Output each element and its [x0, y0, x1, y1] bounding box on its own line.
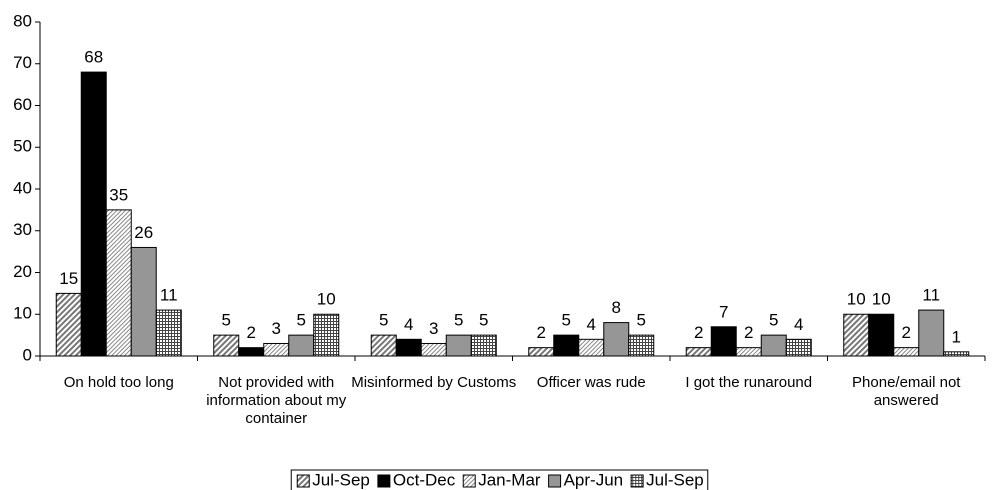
bar [105, 209, 132, 357]
data-label: 5 [379, 311, 388, 330]
legend-swatch [377, 474, 391, 488]
y-tick-label: 20 [13, 262, 32, 281]
bar [55, 292, 82, 357]
bar [445, 334, 472, 357]
bar [263, 342, 290, 357]
legend-label: Jan-Mar [478, 470, 541, 489]
data-label: 10 [872, 290, 891, 309]
data-label: 2 [902, 323, 911, 342]
data-label: 10 [317, 290, 336, 309]
data-label: 4 [794, 315, 803, 334]
label-line: answered [874, 392, 939, 409]
x-tick-label: Not provided with information about my con… [206, 374, 347, 427]
bar [843, 313, 870, 357]
label-line: On hold too long [64, 374, 174, 391]
y-tick-label: 10 [13, 304, 32, 323]
y-tick-label: 80 [13, 11, 32, 30]
label-line: Not provided with [218, 374, 334, 391]
data-label: 15 [59, 269, 78, 288]
y-tick-label: 60 [13, 95, 32, 114]
data-label: 5 [479, 311, 488, 330]
data-label: 11 [922, 286, 940, 305]
legend-box [290, 469, 709, 490]
bar [628, 334, 655, 357]
label-line: Misinformed by Customs [351, 374, 516, 391]
data-label: 4 [587, 315, 596, 334]
bar [603, 322, 630, 357]
label-line: I got the runaround [685, 374, 812, 391]
label-line: Officer was rude [537, 374, 646, 391]
legend: Jul-Sep Oct-Dec Jan-Mar Apr-Jun Jul-Sep [290, 469, 709, 490]
data-label: 26 [134, 223, 153, 242]
label-line: container [245, 410, 307, 427]
y-tick-label: 50 [13, 137, 32, 156]
bar [918, 309, 945, 357]
bar [288, 334, 315, 357]
legend-swatch [296, 474, 310, 488]
bar [760, 334, 787, 357]
x-tick-label: I got the runaround [685, 374, 812, 391]
data-label: 2 [694, 323, 703, 342]
bar [80, 71, 107, 357]
data-label: 5 [297, 311, 306, 330]
data-label: 1 [952, 327, 961, 346]
bar [893, 347, 920, 357]
bar [685, 347, 712, 357]
legend-swatch [462, 474, 476, 488]
data-label: 5 [222, 311, 231, 330]
bar [710, 326, 737, 357]
data-label: 5 [769, 311, 778, 330]
bar [313, 313, 340, 357]
label-line: Phone/email not [852, 374, 961, 391]
legend-swatch [548, 474, 562, 488]
bar [238, 347, 265, 357]
y-tick-label: 0 [23, 345, 32, 364]
bar [943, 351, 970, 357]
bar [130, 246, 157, 357]
data-label: 5 [637, 311, 646, 330]
bar [213, 334, 240, 357]
data-label: 2 [537, 323, 546, 342]
legend-label: Jul-Sep [312, 470, 370, 489]
bar [395, 338, 422, 357]
x-tick-label: Misinformed by Customs [351, 374, 516, 391]
legend-label: Jul-Sep [646, 470, 704, 489]
y-tick-label: 40 [13, 178, 32, 197]
bar [370, 334, 397, 357]
data-label: 10 [847, 290, 866, 309]
label-line: information about my [206, 392, 347, 409]
bar [735, 347, 762, 357]
x-tick-label: Phone/email not answered [852, 374, 961, 409]
bar [420, 342, 447, 357]
bar [785, 338, 812, 357]
bar [868, 313, 895, 357]
x-tick-label: Officer was rude [537, 374, 646, 391]
data-label: 3 [272, 319, 281, 338]
bar [528, 347, 555, 357]
data-label: 2 [744, 323, 753, 342]
legend-swatch [630, 474, 644, 488]
bar [553, 334, 580, 357]
data-label: 4 [404, 315, 413, 334]
y-tick-label: 70 [13, 53, 32, 72]
y-tick-label: 30 [13, 220, 32, 239]
bar [470, 334, 497, 357]
data-label: 2 [247, 323, 256, 342]
legend-label: Apr-Jun [564, 470, 624, 489]
data-label: 5 [562, 311, 571, 330]
bar [155, 309, 182, 357]
data-label: 8 [612, 298, 621, 317]
data-label: 3 [429, 319, 438, 338]
legend-label: Oct-Dec [393, 470, 456, 489]
data-label: 68 [84, 48, 103, 67]
data-label: 11 [160, 286, 178, 305]
bar [578, 338, 605, 357]
data-label: 35 [109, 185, 128, 204]
data-label: 7 [719, 302, 728, 321]
x-tick-label: On hold too long [64, 374, 174, 391]
data-label: 5 [454, 311, 463, 330]
